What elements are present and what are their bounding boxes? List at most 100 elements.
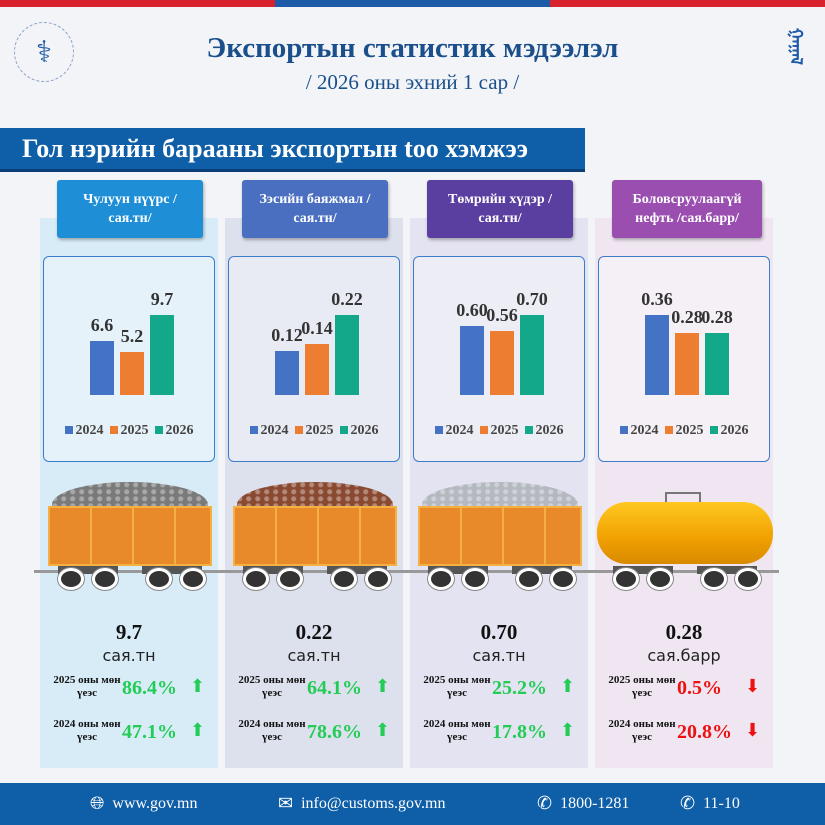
comparison-label: 2024 оны мөн үеэс (608, 718, 676, 743)
comparison-row: 2025 оны мөн үеэс 64.1% ⬆ (225, 673, 403, 707)
footer-web[interactable]: 🌐︎ www.gov.mn (90, 793, 197, 814)
comparison-percent: 20.8% (677, 721, 732, 743)
legend-swatch (64, 426, 73, 434)
legend-label: 2026 (350, 423, 379, 438)
customs-logo: ⚕ (14, 22, 74, 82)
bar-value-label: 5.2 (120, 326, 144, 347)
legend-swatch (434, 426, 443, 434)
email-text: info@customs.gov.mn (301, 794, 446, 812)
bar-value-label: 0.70 (516, 289, 548, 309)
legend-label: 2024 (75, 423, 104, 438)
legend-swatch (154, 426, 163, 434)
bar-value-label: 0.36 (641, 289, 673, 309)
comparison-label: 2025 оны мөн үеэс (608, 674, 676, 699)
bar-2024 (460, 326, 484, 395)
chart-legend: 2024 2025 2026 (229, 423, 399, 439)
legend-swatch (109, 426, 118, 434)
legend-label: 2026 (720, 423, 749, 438)
bar-2026 (520, 315, 544, 395)
unit-label: сая.барр (647, 646, 721, 665)
legend-item: 2024 (619, 423, 659, 439)
section-title: Гол нэрийн барааны экспортын too хэмжээ (0, 128, 585, 172)
legend-item: 2025 (479, 423, 519, 439)
bar-2025 (120, 352, 144, 395)
current-value: 0.28 (665, 620, 703, 644)
bar-2026 (705, 332, 729, 395)
footer: 🌐︎ www.gov.mn ✉ info@customs.gov.mn ✆ 1800-… (0, 783, 825, 825)
product-category-label: Боловсруулаагүй нефть /сая.барр/ (612, 180, 762, 238)
comparison-label: 2024 оны мөн үеэс (423, 718, 491, 743)
footer-phone-1[interactable]: ✆ 1800-1281 (537, 793, 629, 814)
bar-2026 (150, 315, 174, 395)
unit-label: сая.тн (287, 646, 341, 665)
legend-swatch (294, 426, 303, 434)
product-bar-chart: 0.60 0.56 0.70 2024 2025 2026 (413, 256, 585, 462)
current-value: 0.22 (295, 620, 333, 644)
bar-2025 (675, 332, 699, 395)
phone-icon: ✆ (680, 793, 696, 813)
product-bar-chart: 0.36 0.28 0.28 2024 2025 2026 (598, 256, 770, 462)
comparison-label: 2025 оны мөн үеэс (238, 674, 306, 699)
bar-value-label: 0.28 (701, 306, 733, 327)
legend-label: 2025 (490, 423, 519, 438)
legend-item: 2025 (109, 423, 149, 439)
arrow-down-icon: ⬇ (745, 720, 761, 740)
comparison-label: 2024 оны мөн үеэс (53, 718, 121, 743)
legend-swatch (709, 426, 718, 434)
bar-2025 (490, 331, 514, 395)
globe-icon: 🌐︎ (90, 793, 105, 813)
legend-label: 2026 (165, 423, 194, 438)
comparison-percent: 47.1% (122, 721, 177, 743)
top-stripe (0, 0, 825, 7)
arrow-up-icon: ⬆ (560, 676, 576, 696)
comparison-percent: 86.4% (122, 677, 177, 699)
bar-value-label: 0.14 (301, 318, 333, 339)
chart-legend: 2024 2025 2026 (44, 423, 214, 439)
legend-label: 2026 (535, 423, 564, 438)
legend-label: 2025 (305, 423, 334, 438)
ore-wagon-illustration (219, 482, 409, 597)
legend-item: 2025 (294, 423, 334, 439)
legend-item: 2024 (249, 423, 289, 439)
bar-value-label: 0.12 (271, 325, 303, 346)
comparison-percent: 0.5% (677, 677, 722, 699)
legend-label: 2025 (120, 423, 149, 438)
comparison-label: 2025 оны мөн үеэс (423, 674, 491, 699)
legend-swatch (479, 426, 488, 434)
unit-label: сая.тн (472, 646, 526, 665)
arrow-up-icon: ⬆ (190, 720, 206, 740)
product-category-label: Зэсийн баяжмал /сая.тн/ (242, 180, 388, 238)
comparison-row: 2024 оны мөн үеэс 20.8% ⬇ (595, 717, 773, 751)
legend-item: 2026 (339, 423, 379, 439)
bar-value-label: 0.28 (671, 306, 703, 327)
bar-value-label: 0.22 (331, 289, 363, 309)
arrow-up-icon: ⬆ (375, 676, 391, 696)
bar-value-label: 6.6 (90, 314, 114, 335)
bar-value-label: 0.56 (486, 305, 518, 325)
current-value: 9.7 (115, 620, 143, 644)
ore-wagon-illustration (404, 482, 594, 597)
legend-item: 2024 (434, 423, 474, 439)
legend-label: 2024 (630, 423, 659, 438)
comparison-percent: 25.2% (492, 677, 547, 699)
comparison-row: 2024 оны мөн үеэс 17.8% ⬆ (410, 717, 588, 751)
bar-2025 (305, 344, 329, 395)
legend-item: 2026 (524, 423, 564, 439)
footer-email[interactable]: ✉ info@customs.gov.mn (278, 793, 445, 814)
arrow-up-icon: ⬆ (375, 720, 391, 740)
phone2-text: 11-10 (703, 794, 740, 812)
tank-wagon-illustration (589, 482, 779, 597)
phone-icon: ✆ (537, 793, 553, 813)
arrow-down-icon: ⬇ (745, 676, 761, 696)
page-subtitle: / 2026 оны эхний 1 сар / (305, 70, 520, 94)
legend-label: 2025 (675, 423, 704, 438)
web-text: www.gov.mn (112, 794, 198, 812)
legend-swatch (524, 426, 533, 434)
bar-2026 (335, 315, 359, 395)
footer-phone-2[interactable]: ✆ 11-10 (680, 793, 740, 814)
comparison-percent: 17.8% (492, 721, 547, 743)
product-bar-chart: 0.12 0.14 0.22 2024 2025 2026 (228, 256, 400, 462)
legend-label: 2024 (260, 423, 289, 438)
legend-swatch (249, 426, 258, 434)
comparison-label: 2025 оны мөн үеэс (53, 674, 121, 699)
